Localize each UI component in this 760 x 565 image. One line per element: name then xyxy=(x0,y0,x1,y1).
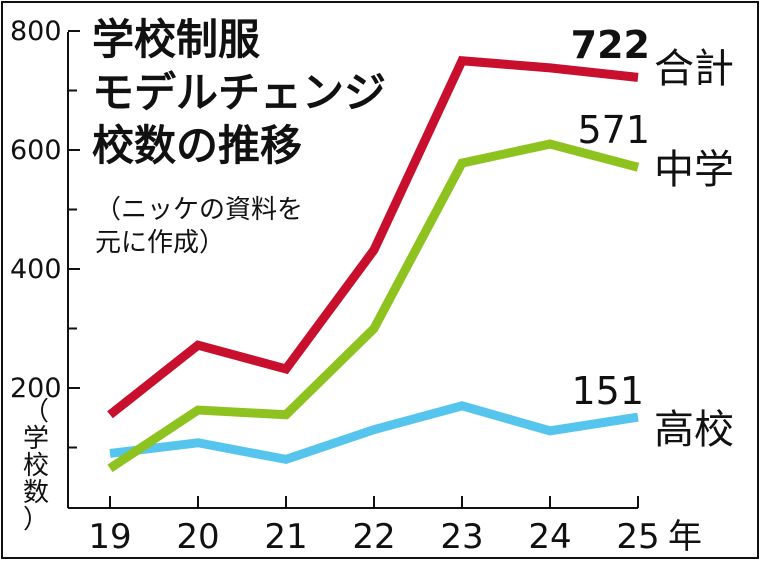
chart-title-line: 校数の推移 xyxy=(92,121,302,170)
x-tick-label: 22 xyxy=(352,517,395,557)
series-name-label: 中学 xyxy=(654,147,734,193)
series-end-value: 571 xyxy=(577,108,650,152)
y-axis-label-char: ） xyxy=(23,505,49,535)
series-line-1 xyxy=(107,139,640,473)
y-tick-label: 800 xyxy=(10,16,62,47)
x-tick-label: 23 xyxy=(440,517,483,557)
y-tick-label: 400 xyxy=(10,254,62,285)
series-end-value: 151 xyxy=(571,369,644,413)
source-note-line: 元に作成） xyxy=(95,228,225,258)
x-tick-label: 19 xyxy=(88,517,131,557)
series-line-0 xyxy=(107,56,639,419)
y-tick-label: 200 xyxy=(10,373,62,404)
source-note-line: （ニッケの資料を xyxy=(95,195,303,225)
x-tick-label: 21 xyxy=(264,517,307,557)
y-axis-label-char: （ xyxy=(23,397,49,427)
series-name-label: 高校 xyxy=(654,407,734,453)
chart-title-line: モデルチェンジ xyxy=(92,68,386,117)
x-tick-label: 24 xyxy=(528,517,571,557)
y-axis-label-char: 数 xyxy=(23,478,49,508)
y-axis-label-char: 学 xyxy=(23,424,49,454)
y-axis-label-char: 校 xyxy=(23,451,49,481)
y-tick-label: 600 xyxy=(10,135,62,166)
x-axis-unit-label: 年 xyxy=(668,517,702,557)
chart-title-line: 学校制服 xyxy=(92,15,260,64)
series-line-2 xyxy=(109,401,639,465)
series-end-value: 722 xyxy=(571,23,650,67)
series-name-label: 合計 xyxy=(654,46,734,92)
x-tick-label: 20 xyxy=(176,517,219,557)
x-tick-label: 25 xyxy=(616,517,659,557)
